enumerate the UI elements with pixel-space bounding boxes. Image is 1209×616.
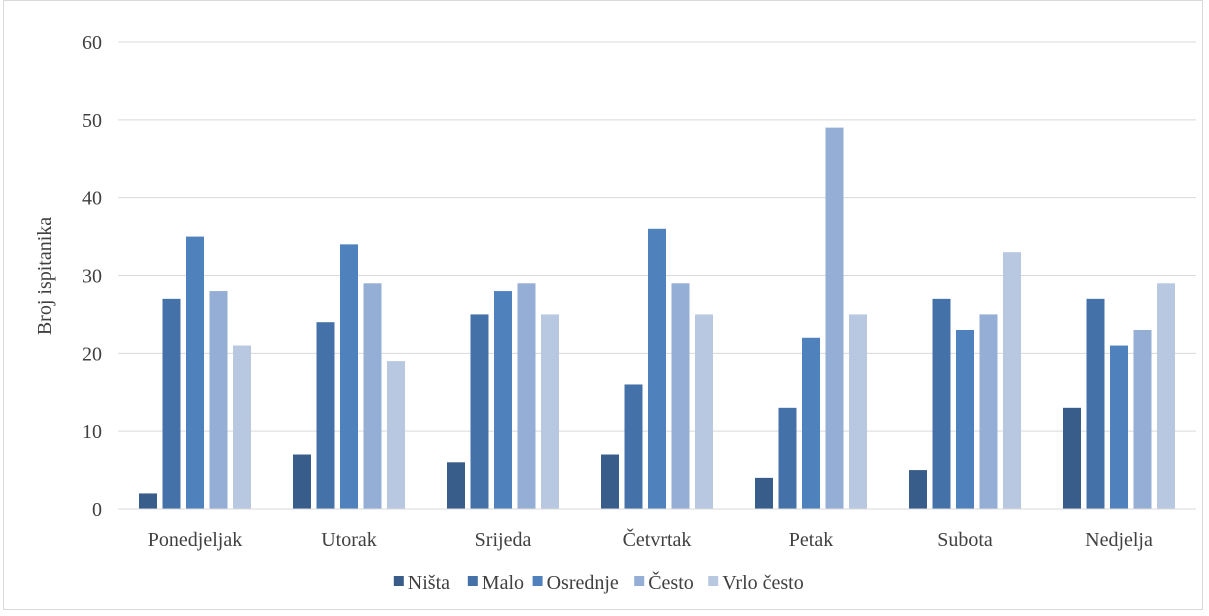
x-tick-label: Nedjelja <box>1085 529 1153 551</box>
bar <box>139 493 157 509</box>
bar <box>447 462 465 509</box>
bar <box>1133 329 1152 509</box>
y-axis-label: Broj ispitanika <box>34 217 56 335</box>
bar <box>624 384 643 509</box>
bar <box>802 337 820 509</box>
x-tick-label: Srijeda <box>475 529 532 551</box>
bar <box>825 127 844 509</box>
bar <box>1086 298 1105 509</box>
legend-swatch <box>532 576 543 586</box>
y-tick-label: 50 <box>82 110 102 132</box>
x-tick-label: Četvrtak <box>623 527 692 551</box>
bar <box>671 283 690 509</box>
y-tick-label: 20 <box>82 343 102 365</box>
bar <box>1157 283 1175 509</box>
bar <box>363 283 382 509</box>
y-tick-label: 40 <box>82 188 102 210</box>
legend-swatch <box>708 576 719 586</box>
legend-swatch <box>634 576 645 586</box>
bar <box>470 314 489 509</box>
chart-frame: 0 10 20 30 40 50 60 Ponedjeljak Utorak Srijeda Če… <box>3 0 1203 610</box>
bar <box>909 470 927 509</box>
legend-label: Osrednje <box>547 572 619 594</box>
y-tick-label: 0 <box>92 499 102 521</box>
bar <box>932 298 951 509</box>
legend-label: Malo <box>482 572 524 594</box>
bar <box>494 291 512 509</box>
bar <box>541 314 559 509</box>
y-tick-label: 60 <box>82 32 102 54</box>
x-tick-label: Utorak <box>321 529 377 551</box>
bar <box>233 345 251 509</box>
x-tick-label: Petak <box>789 529 833 551</box>
bar <box>695 314 713 509</box>
legend-label: Ništa <box>408 572 450 594</box>
bar <box>648 228 666 510</box>
bar <box>162 298 181 509</box>
legend-label: Vrlo često <box>722 572 804 594</box>
y-axis-ticks: 0 10 20 30 40 50 60 <box>82 32 102 521</box>
legend-label: Često <box>648 570 694 594</box>
bar <box>209 291 228 509</box>
legend-swatch <box>467 576 478 586</box>
bar <box>316 322 335 509</box>
legend-swatch <box>393 576 404 586</box>
bar <box>517 283 536 509</box>
bar <box>293 454 311 509</box>
bar <box>778 407 797 509</box>
bar <box>601 454 619 509</box>
x-tick-label: Ponedjeljak <box>148 529 242 551</box>
bar <box>186 236 204 510</box>
bar <box>340 244 358 509</box>
x-tick-label: Subota <box>937 529 993 551</box>
bar <box>387 361 405 509</box>
bar <box>1063 407 1081 509</box>
legend: Ništa Malo Osrednje Često Vrlo često <box>393 570 804 594</box>
bars <box>139 127 1175 510</box>
bar-chart: 0 10 20 30 40 50 60 Ponedjeljak Utorak Srijeda Če… <box>34 32 1196 594</box>
y-tick-label: 10 <box>82 421 102 443</box>
bar <box>979 314 998 509</box>
bar <box>849 314 867 509</box>
bar <box>1110 345 1128 509</box>
bar <box>755 477 773 509</box>
bar <box>1003 252 1021 509</box>
x-axis-ticks: Ponedjeljak Utorak Srijeda Četvrtak Petak Sub… <box>148 527 1153 551</box>
y-tick-label: 30 <box>82 266 102 288</box>
bar <box>956 329 974 509</box>
